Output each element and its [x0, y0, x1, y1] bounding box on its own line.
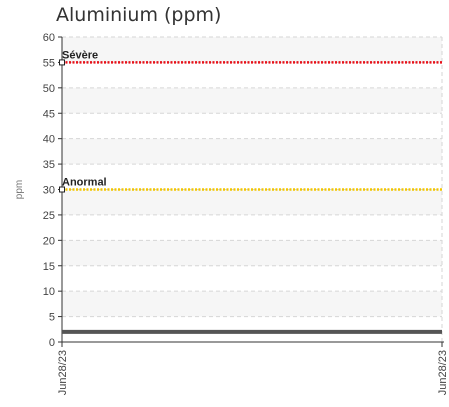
threshold-lines: Sévère Anormal — [59, 49, 442, 193]
x-tick-label: Jun28/23 — [437, 350, 449, 395]
threshold-abnormal: Anormal — [59, 177, 442, 193]
y-tick-label: 10 — [43, 286, 55, 298]
y-tick-label: 50 — [43, 83, 55, 95]
y-tick-label: 5 — [49, 312, 55, 324]
plot-band — [62, 37, 442, 63]
y-tick-labels: 0 5 10 15 20 25 30 35 40 45 50 55 60 — [43, 32, 55, 349]
y-tick-label: 60 — [43, 32, 55, 44]
y-tick-label: 35 — [43, 159, 55, 171]
threshold-label: Anormal — [62, 177, 107, 189]
y-tick-label: 20 — [43, 235, 55, 247]
threshold-marker — [59, 59, 65, 66]
plot-band — [62, 138, 442, 165]
x-tick-label: Jun28/23 — [57, 350, 69, 395]
plot-band — [62, 240, 442, 266]
y-tick-label: 40 — [43, 134, 55, 146]
y-tick-label: 0 — [49, 337, 55, 349]
chart-title: Aluminium (ppm) — [56, 4, 222, 26]
y-axis-title: ppm — [14, 180, 25, 199]
y-tick-label: 30 — [43, 185, 55, 197]
y-tick-label: 45 — [43, 108, 55, 120]
y-tick-label: 25 — [43, 210, 55, 222]
plot-band — [62, 87, 442, 114]
plot-band — [62, 189, 442, 215]
threshold-severe: Sévère — [59, 49, 442, 66]
y-tick-label: 55 — [43, 57, 55, 69]
plot-band — [62, 291, 442, 317]
plot-bands — [62, 37, 442, 317]
threshold-marker — [59, 186, 65, 193]
x-tick-labels: Jun28/23 Jun28/23 — [57, 350, 449, 395]
threshold-label: Sévère — [62, 49, 98, 61]
y-tick-label: 15 — [43, 261, 55, 273]
